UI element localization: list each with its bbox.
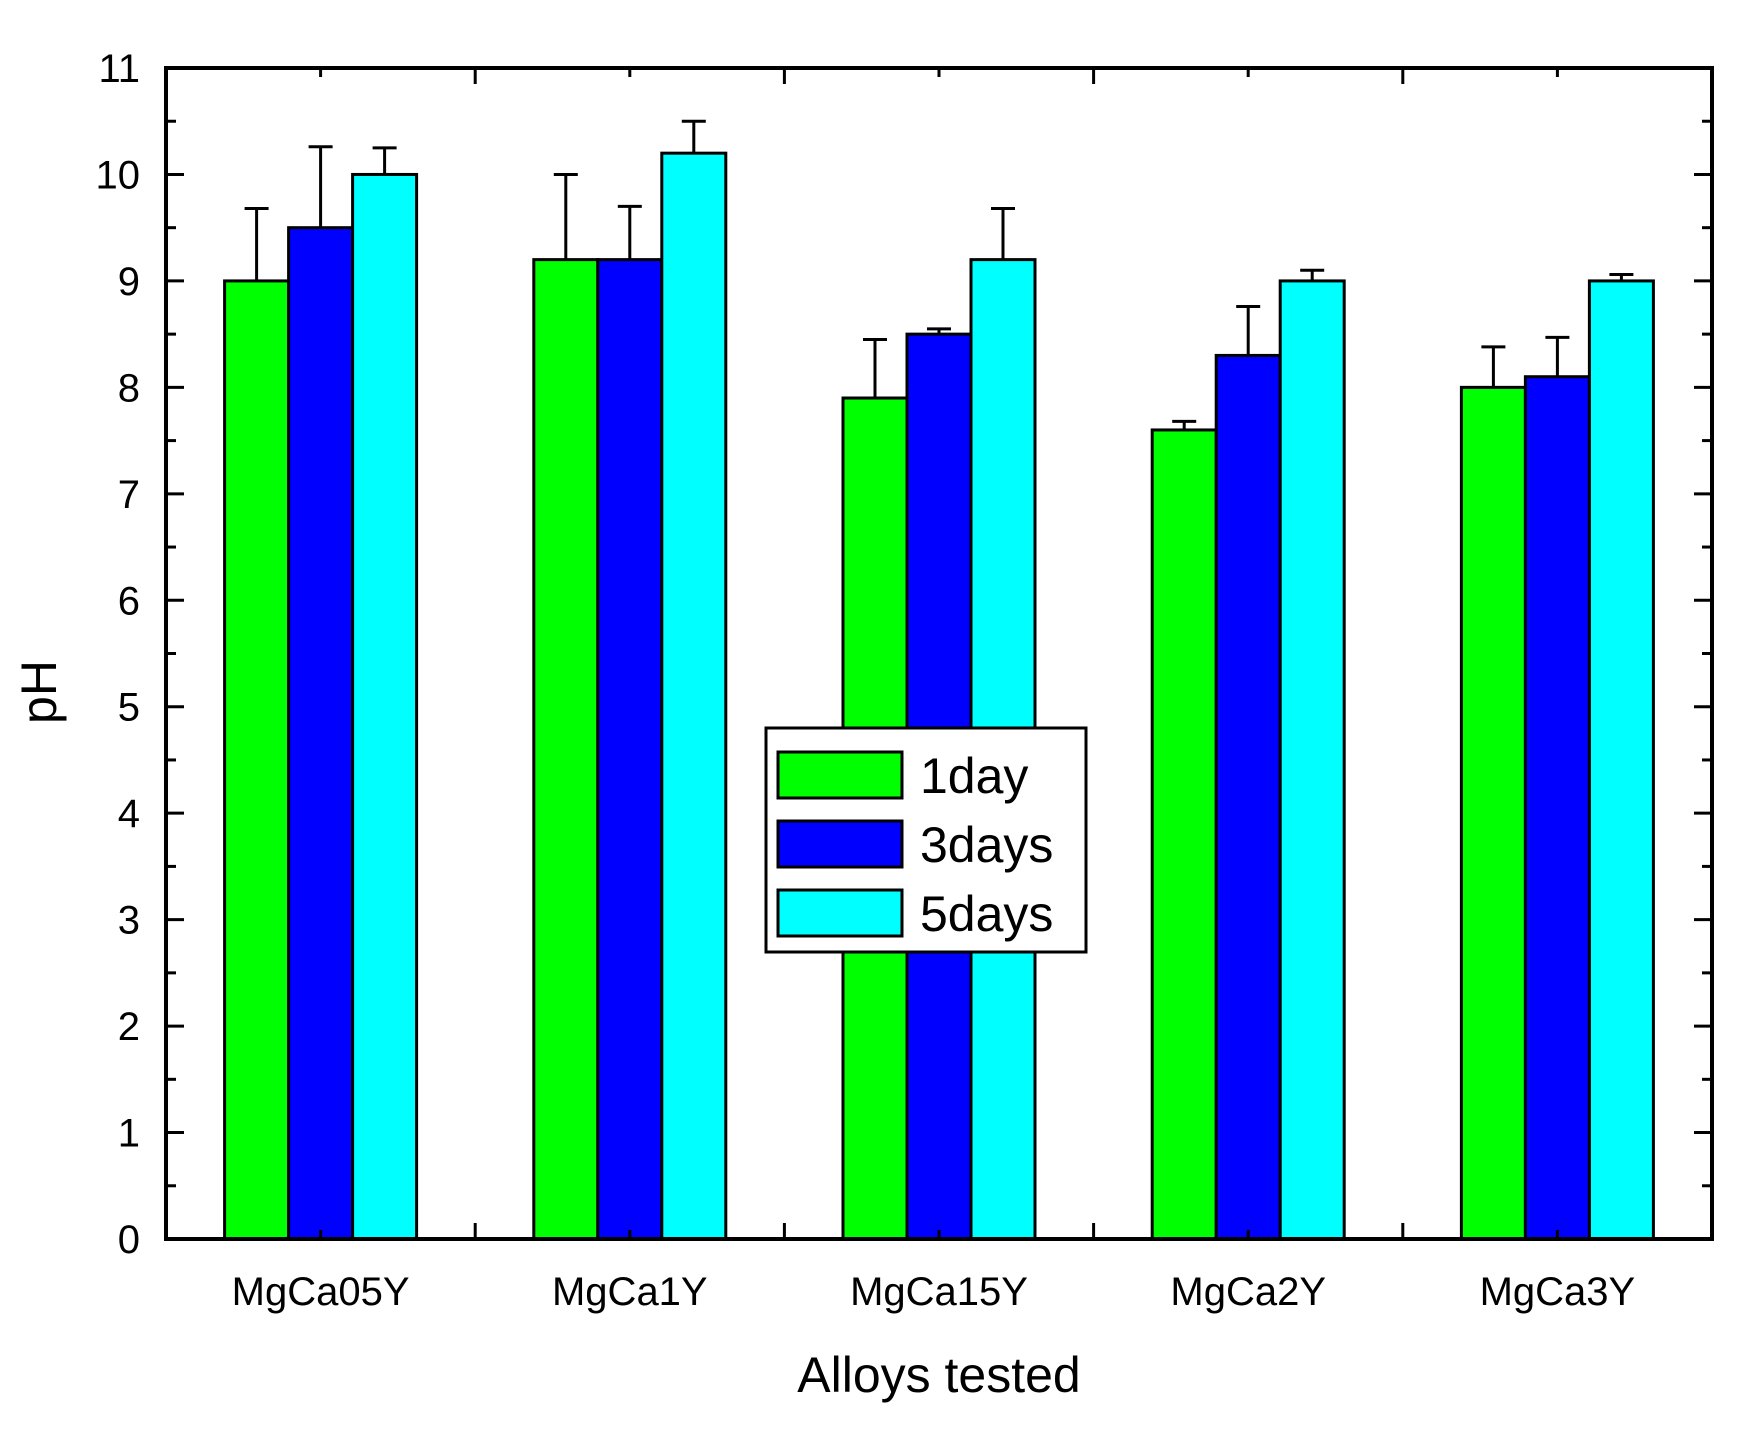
bar-MgCa05Y-3days [287, 226, 355, 1241]
bar-MgCa3Y-5days [1587, 279, 1655, 1241]
legend-swatch-1day [776, 750, 904, 800]
y-tick-label-3: 3 [118, 899, 140, 943]
plot-frame [164, 66, 1714, 1241]
x-tick-label-MgCa05Y: MgCa05Y [232, 1270, 410, 1314]
bar-MgCa1Y-3days [596, 258, 664, 1241]
legend-label-5days: 5days [920, 886, 1053, 942]
bar-MgCa05Y-5days [351, 172, 419, 1241]
bar-MgCa05Y-1day [223, 279, 291, 1241]
bar-MgCa1Y-1day [532, 258, 600, 1241]
x-tick-label-MgCa2Y: MgCa2Y [1170, 1270, 1326, 1314]
x-tick-label-MgCa1Y: MgCa1Y [552, 1270, 708, 1314]
tick-labels-layer: MgCa05Y MgCa1Y MgCa15Y MgCa2Y MgCa3Y 0 1 2 3 4 5 6 7… [96, 47, 1636, 1314]
bar-MgCa2Y-1day [1150, 428, 1218, 1241]
bar-MgCa2Y-5days [1278, 279, 1346, 1241]
legend-swatch-3days [776, 819, 904, 869]
legend-swatch-5days [776, 888, 904, 938]
bar-MgCa2Y-3days [1214, 353, 1282, 1241]
y-tick-label-4: 4 [118, 792, 140, 836]
legend-label-3days: 3days [920, 817, 1053, 873]
bars-layer [223, 151, 1655, 1241]
y-tick-label-9: 9 [118, 260, 140, 304]
legend: 1day 3days 5days [764, 726, 1088, 954]
bar-MgCa1Y-5days [660, 151, 728, 1241]
y-tick-label-1: 1 [118, 1112, 140, 1156]
bar-MgCa3Y-1day [1459, 385, 1527, 1241]
y-tick-label-8: 8 [118, 366, 140, 410]
y-axis-title: pH [11, 660, 67, 724]
x-tick-label-MgCa3Y: MgCa3Y [1480, 1270, 1636, 1314]
y-tick-label-10: 10 [96, 153, 141, 197]
y-tick-label-7: 7 [118, 473, 140, 517]
x-axis-title: Alloys tested [797, 1347, 1080, 1403]
y-tick-label-2: 2 [118, 1005, 140, 1049]
y-tick-label-6: 6 [118, 579, 140, 623]
y-tick-label-11: 11 [98, 47, 140, 91]
y-tick-label-0: 0 [118, 1218, 140, 1262]
error-bars-layer [244, 119, 1634, 430]
legend-label-1day: 1day [920, 748, 1028, 804]
y-tick-label-5: 5 [118, 686, 140, 730]
bar-MgCa3Y-3days [1523, 375, 1591, 1241]
x-tick-label-MgCa15Y: MgCa15Y [850, 1270, 1028, 1314]
